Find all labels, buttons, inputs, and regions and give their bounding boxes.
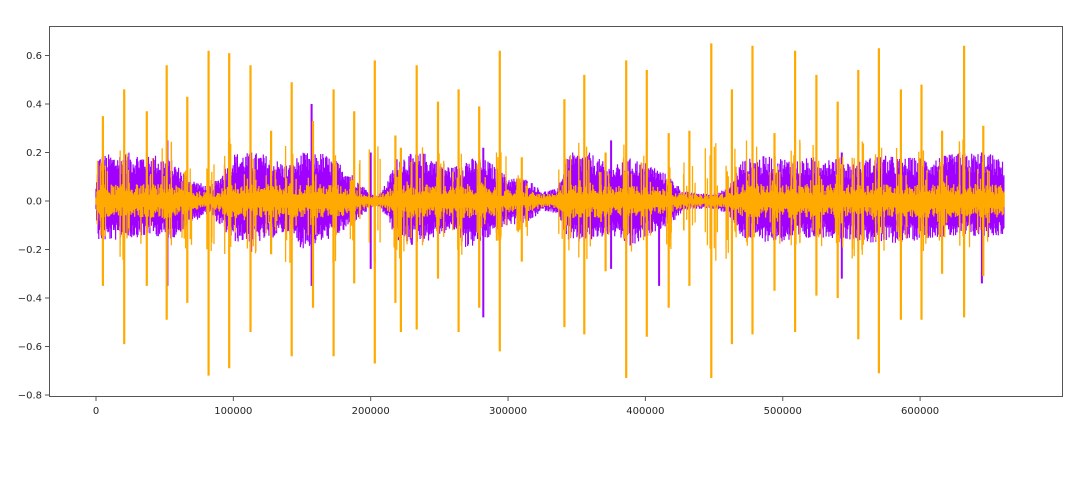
onset-spikes	[101, 43, 985, 378]
x-tick-label: 200000	[352, 406, 390, 417]
x-axis: 0 100000 200000 300000 400000 500000 600000	[93, 397, 939, 417]
y-tick-label: −0.6	[18, 342, 42, 353]
x-tick-label: 0	[93, 406, 99, 417]
plot-area	[95, 43, 1005, 378]
axes-frame	[49, 26, 1063, 397]
series-onsets	[95, 43, 1005, 378]
x-tick-label: 100000	[214, 406, 252, 417]
x-tick-label: 400000	[626, 406, 664, 417]
y-axis: 0.6 0.4 0.2 0.0 −0.2 −0.4 −0.6 −0.8	[18, 51, 49, 402]
y-tick-label: −0.2	[18, 245, 42, 256]
y-tick-label: 0.2	[26, 148, 42, 159]
y-tick-label: 0.0	[26, 197, 42, 208]
y-tick-label: 0.4	[26, 100, 42, 111]
x-tick-label: 300000	[489, 406, 527, 417]
y-tick-label: −0.8	[18, 391, 42, 402]
x-tick-label: 500000	[764, 406, 802, 417]
y-tick-label: 0.6	[26, 51, 42, 62]
x-tick-label: 600000	[901, 406, 939, 417]
y-tick-label: −0.4	[18, 294, 42, 305]
